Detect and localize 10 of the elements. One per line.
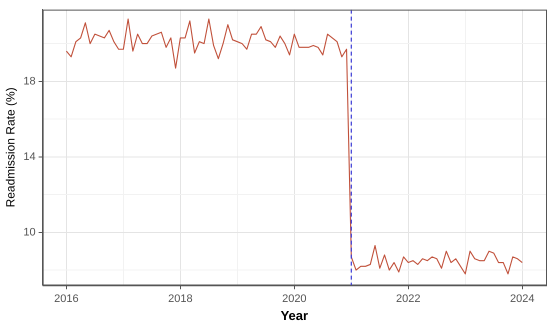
x-tick-label: 2016 [54, 292, 79, 305]
x-tick-label: 2018 [168, 292, 193, 305]
x-tick-label: 2022 [396, 292, 421, 305]
y-tick-label: 18 [23, 75, 36, 88]
y-axis-title: Readmission Rate (%) [4, 87, 18, 208]
y-tick-label: 10 [23, 226, 36, 238]
x-tick-label: 2020 [282, 292, 307, 305]
x-tick-label: 2024 [510, 292, 534, 305]
y-tick-label: 14 [23, 150, 36, 163]
x-axis-title: Year [280, 308, 308, 323]
